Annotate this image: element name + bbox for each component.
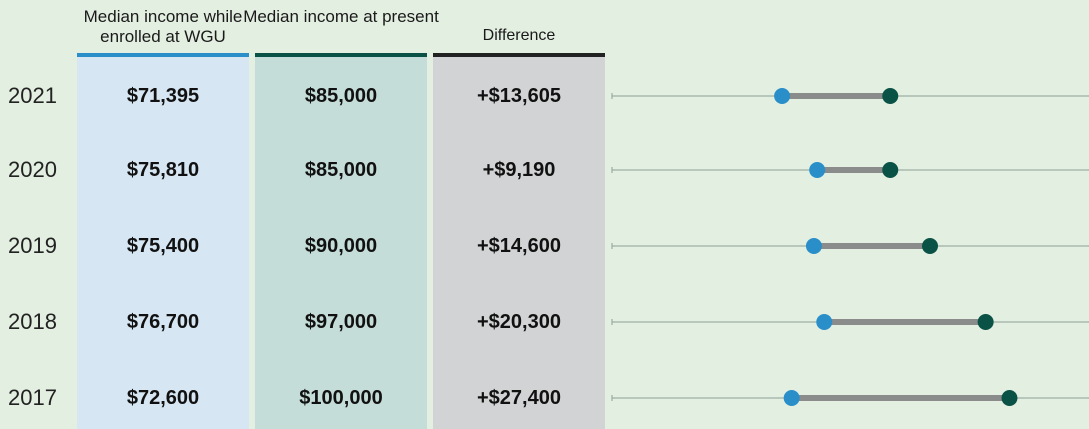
- value-cell: +$27,400: [477, 387, 561, 409]
- column-band: [77, 57, 249, 429]
- header-underline: [255, 53, 427, 57]
- dot-enrolled: [805, 238, 822, 254]
- value-cell: $72,600: [126, 387, 200, 409]
- dot-enrolled: [783, 390, 800, 406]
- value-cell: $100,000: [299, 387, 383, 409]
- dot-present: [1001, 390, 1018, 406]
- dot-present: [882, 162, 899, 178]
- row-label: 2020: [8, 157, 57, 182]
- value-cell: $71,395: [126, 85, 200, 107]
- value-cell: $85,000: [304, 85, 378, 107]
- dumbbell-chart: [611, 88, 1089, 406]
- value-cell: $85,000: [304, 159, 378, 181]
- column-band: [433, 57, 605, 429]
- column-header: Median income at present: [243, 7, 439, 26]
- row-label: 2017: [8, 385, 57, 410]
- column-header: Difference: [482, 27, 556, 44]
- header-underline: [77, 53, 249, 57]
- dot-present: [882, 88, 899, 104]
- value-cell: +$20,300: [477, 311, 561, 333]
- row-label: 2021: [8, 83, 57, 108]
- value-cell: $90,000: [304, 235, 378, 257]
- dot-present: [922, 238, 938, 254]
- value-cell: +$9,190: [482, 159, 556, 181]
- column-band: [255, 57, 427, 429]
- row-label: 2019: [8, 233, 57, 258]
- dot-enrolled: [809, 162, 826, 178]
- value-cell: $76,700: [126, 311, 200, 333]
- dot-enrolled: [816, 314, 833, 330]
- row-label: 2018: [8, 309, 57, 334]
- dot-present: [977, 314, 994, 330]
- value-cell: $97,000: [304, 311, 378, 333]
- value-cell: $75,810: [126, 159, 200, 181]
- dot-enrolled: [774, 88, 791, 104]
- value-cell: $75,400: [126, 235, 200, 257]
- header-underline: [433, 53, 605, 57]
- value-cell: +$14,600: [477, 235, 561, 257]
- value-cell: +$13,605: [477, 85, 561, 107]
- column-header: Median income while enrolled at WGU: [83, 7, 243, 46]
